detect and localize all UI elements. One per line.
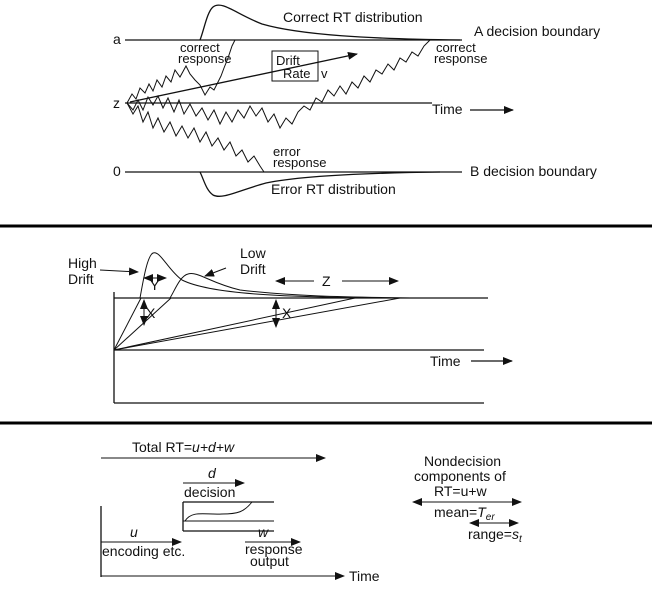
decision-label: decision bbox=[184, 484, 235, 500]
encoding-label: encoding etc. bbox=[102, 543, 185, 559]
label-a: a bbox=[113, 31, 121, 47]
drift-line-high-2 bbox=[113, 297, 172, 351]
panel-rt-components: Total RT=u+d+w d decision u encoding etc… bbox=[100, 439, 523, 584]
time-label-2: Time bbox=[430, 353, 461, 369]
error-response-line2: response bbox=[273, 155, 326, 170]
st-subscript: t bbox=[519, 534, 523, 545]
correct-response-2-line1: correct bbox=[436, 40, 476, 55]
time-label-3: Time bbox=[349, 568, 380, 584]
x-label-small: X bbox=[146, 305, 156, 321]
walk-error bbox=[126, 102, 265, 173]
correct-rt-distribution-curve bbox=[199, 4, 461, 41]
response-label: response bbox=[245, 541, 303, 557]
error-response-line1: error bbox=[273, 144, 301, 159]
st-symbol: s bbox=[512, 526, 519, 542]
high-drift-distribution bbox=[139, 252, 381, 299]
drift-label-line1: Drift bbox=[276, 53, 300, 68]
panel-decision-boundaries: Correct RT distribution A decision bound… bbox=[113, 4, 600, 197]
nondecision-line2: components of bbox=[414, 468, 506, 484]
correct-rt-distribution-label: Correct RT distribution bbox=[283, 9, 423, 25]
total-rt-text: Total RT= bbox=[132, 439, 192, 455]
total-rt-label: Total RT=u+d+w bbox=[132, 439, 235, 455]
total-rt-formula: u+d+w bbox=[192, 439, 235, 455]
time-label-1: Time bbox=[432, 101, 463, 117]
error-rt-distribution-curve bbox=[199, 171, 441, 197]
drift-rate-arrow bbox=[129, 51, 358, 103]
walk-correct-slow bbox=[126, 39, 431, 130]
u-label: u bbox=[130, 524, 138, 540]
low-drift-distribution bbox=[169, 273, 411, 299]
drift-line-low-2 bbox=[113, 297, 356, 351]
ter-symbol: T bbox=[477, 504, 487, 520]
ter-subscript: er bbox=[486, 512, 496, 523]
panel-drift-comparison: High Drift Low Drift Z Y X X Time bbox=[68, 245, 513, 404]
output-label: output bbox=[250, 553, 289, 569]
label-0: 0 bbox=[113, 163, 121, 179]
high-drift-label-1: High bbox=[68, 255, 97, 271]
boundary-a-label: A decision boundary bbox=[474, 23, 600, 39]
drift-rate-box bbox=[271, 50, 319, 82]
label-z: z bbox=[113, 95, 120, 111]
high-drift-pointer bbox=[99, 267, 139, 276]
drift-line-high bbox=[113, 297, 142, 351]
x-label-large: X bbox=[282, 305, 292, 321]
drift-label-v: v bbox=[321, 66, 328, 81]
range-text: range= bbox=[468, 526, 512, 542]
boundary-b-label: B decision boundary bbox=[470, 163, 597, 179]
nondecision-line3: RT=u+w bbox=[434, 483, 488, 499]
drift-line-low bbox=[113, 297, 401, 351]
low-drift-label-2: Drift bbox=[240, 261, 266, 277]
mean-ter-label: mean=Ter bbox=[434, 504, 495, 523]
high-drift-label-2: Drift bbox=[68, 271, 94, 287]
nondecision-line1: Nondecision bbox=[424, 453, 501, 469]
walk-correct-fast bbox=[126, 39, 236, 104]
correct-response-2-line2: response bbox=[434, 51, 487, 66]
range-st-label: range=st bbox=[468, 526, 523, 545]
w-label: w bbox=[258, 524, 269, 540]
correct-response-1-line2: response bbox=[178, 51, 231, 66]
low-drift-label-1: Low bbox=[240, 245, 267, 261]
decision-curve bbox=[184, 501, 253, 522]
low-drift-pointer bbox=[204, 267, 227, 277]
d-label: d bbox=[208, 465, 217, 481]
mean-text: mean= bbox=[434, 504, 477, 520]
z-label: Z bbox=[322, 273, 331, 289]
error-rt-distribution-label: Error RT distribution bbox=[271, 181, 396, 197]
correct-response-1-line1: correct bbox=[180, 40, 220, 55]
y-label: Y bbox=[150, 277, 160, 293]
drift-label-line2: Rate bbox=[283, 66, 310, 81]
